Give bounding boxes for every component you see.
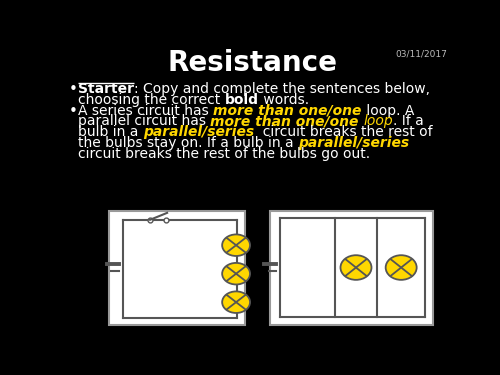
Bar bbox=[109, 210, 244, 324]
Text: •: • bbox=[68, 104, 78, 118]
Ellipse shape bbox=[222, 263, 250, 285]
Text: parallel circuit has: parallel circuit has bbox=[78, 114, 210, 128]
Ellipse shape bbox=[386, 255, 416, 280]
Ellipse shape bbox=[222, 234, 250, 256]
Text: loop: loop bbox=[363, 114, 393, 128]
Text: bulb in a: bulb in a bbox=[78, 125, 143, 139]
Text: circuit breaks the rest of the bulbs go out.: circuit breaks the rest of the bulbs go … bbox=[78, 147, 370, 160]
Text: loop. A: loop. A bbox=[362, 104, 414, 117]
Text: more than one/one: more than one/one bbox=[213, 104, 362, 117]
Text: choosing the correct: choosing the correct bbox=[78, 93, 225, 107]
Text: the bulbs stay on. If a bulb in a: the bulbs stay on. If a bulb in a bbox=[78, 136, 298, 150]
Bar bbox=[270, 210, 433, 324]
Text: 03/11/2017: 03/11/2017 bbox=[395, 50, 447, 58]
Text: : Copy and complete the sentences below,: : Copy and complete the sentences below, bbox=[134, 82, 430, 96]
Text: •: • bbox=[68, 82, 78, 97]
Text: bold: bold bbox=[224, 93, 258, 107]
Text: Starter: Starter bbox=[78, 82, 134, 96]
Ellipse shape bbox=[340, 255, 372, 280]
Text: words.: words. bbox=[258, 93, 309, 107]
Text: A series circuit has: A series circuit has bbox=[78, 104, 213, 117]
Text: parallel/series: parallel/series bbox=[143, 125, 254, 139]
Ellipse shape bbox=[222, 291, 250, 313]
Text: parallel/series: parallel/series bbox=[298, 136, 409, 150]
Text: circuit breaks the rest of: circuit breaks the rest of bbox=[254, 125, 432, 139]
Text: more than one/one: more than one/one bbox=[210, 114, 359, 128]
Text: . If a: . If a bbox=[393, 114, 424, 128]
Text: Resistance: Resistance bbox=[168, 49, 338, 77]
